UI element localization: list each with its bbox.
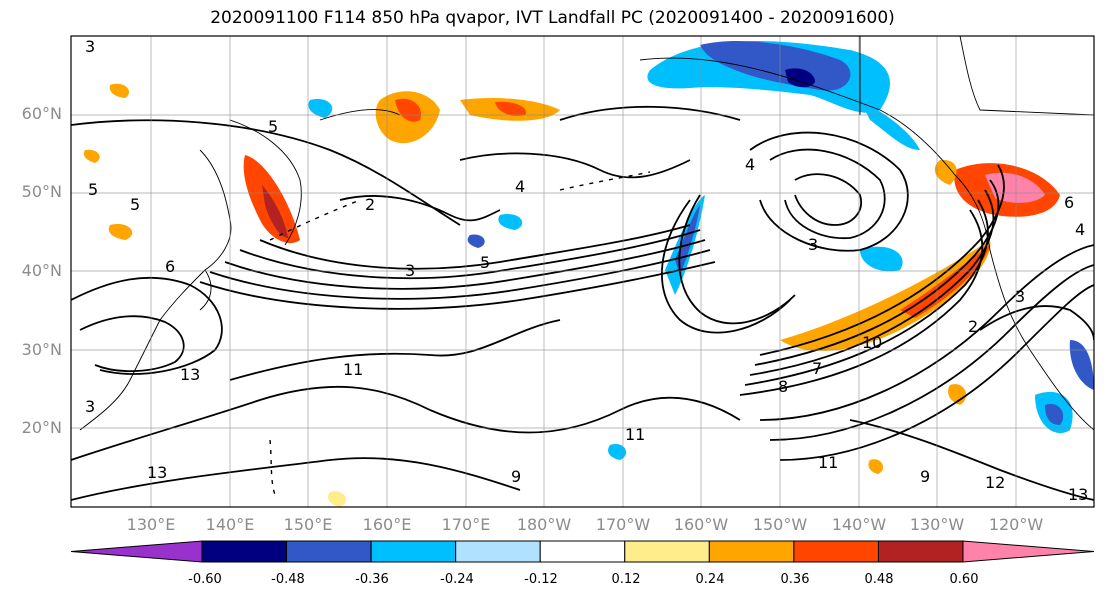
contour-label: 9 [920, 467, 930, 486]
contour-label: 3 [1015, 287, 1025, 306]
lon-tick-label: 130°E [126, 515, 176, 534]
contour-label: 13 [180, 365, 200, 384]
lon-tick-label: 140°W [831, 515, 887, 534]
colorbar-segment [539, 540, 626, 563]
lon-tick-label: 180°W [516, 515, 572, 534]
map-panel: 3 5 4 2 4 3 5 6 3 3 5 2 6 8 7 10 11 13 1… [71, 36, 1094, 507]
contour-label: 9 [511, 467, 521, 486]
colorbar-extension-low [70, 540, 203, 563]
lon-tick-label: 160°E [362, 515, 412, 534]
contour-label: 5 [480, 253, 490, 272]
colorbar-segment [201, 540, 288, 563]
map-frame [70, 35, 1095, 508]
colorbar-tick-label: 0.48 [864, 572, 894, 587]
contour-labels: 3 5 4 2 4 3 5 6 3 3 5 2 6 8 7 10 11 13 1… [85, 37, 1088, 504]
contour-label: 5 [268, 117, 278, 136]
contour-label: 3 [85, 397, 95, 416]
contour-label: 5 [130, 195, 140, 214]
contour-label: 4 [745, 155, 755, 174]
lon-tick-label: 160°W [673, 515, 729, 534]
contour-label: 11 [625, 425, 645, 444]
colorbar-tick-label: -0.60 [188, 572, 222, 587]
contour-label: 3 [85, 37, 95, 56]
contour-label: 8 [778, 377, 788, 396]
contour-label: 13 [1068, 485, 1088, 504]
contour-label: 4 [1075, 220, 1085, 239]
colorbar-tick-label: -0.12 [524, 572, 558, 587]
contour-label: 6 [1064, 193, 1074, 212]
colorbar-tick-label: -0.36 [355, 572, 389, 587]
gridlines [71, 36, 1094, 507]
colorbar-extension-high [962, 540, 1095, 563]
lat-tick-label: 30°N [21, 340, 62, 359]
figure-title: 2020091100 F114 850 hPa qvapor, IVT Land… [210, 8, 895, 28]
colorbar-segment [708, 540, 795, 563]
contour-label: 10 [862, 333, 882, 352]
colorbar-tick-label: 0.24 [695, 572, 725, 587]
colorbar-tick-label: -0.24 [440, 572, 474, 587]
contour-label: 6 [165, 257, 175, 276]
lon-tick-label: 150°W [752, 515, 808, 534]
colorbar-segment [286, 540, 372, 563]
colorbar-segment [624, 540, 710, 563]
ivt-contours [71, 105, 1094, 501]
lon-tick-label: 140°E [205, 515, 255, 534]
contour-label: 2 [968, 317, 978, 336]
lat-tick-label: 40°N [21, 261, 62, 280]
colorbar-tick-label: 0.12 [611, 572, 641, 587]
lat-tick-label: 60°N [21, 104, 62, 123]
contour-label: 12 [985, 473, 1005, 492]
colorbar-segment [370, 540, 457, 563]
contour-label: 2 [365, 195, 375, 214]
contour-label: 13 [147, 463, 167, 482]
colorbar-segment [455, 540, 541, 563]
contour-label: 7 [812, 359, 822, 378]
contour-label: 11 [818, 453, 838, 472]
colorbar-segment [793, 540, 879, 563]
colorbar-tick-label: 0.36 [780, 572, 810, 587]
lat-tick-label: 50°N [21, 182, 62, 201]
colorbar-tick-label: 0.60 [949, 572, 979, 587]
colorbar-tick-label: -0.48 [271, 572, 305, 587]
colorbar-segment [877, 540, 964, 563]
dash-contours [269, 171, 651, 496]
contour-label: 4 [515, 177, 525, 196]
colorbar [70, 540, 1095, 563]
lon-tick-label: 150°E [283, 515, 333, 534]
contour-label: 11 [343, 360, 363, 379]
coastlines [79, 36, 1094, 431]
contour-label: 3 [405, 261, 415, 280]
lon-tick-label: 170°E [441, 515, 491, 534]
lat-tick-label: 20°N [21, 418, 62, 437]
contour-label: 5 [88, 180, 98, 199]
lon-tick-label: 130°W [909, 515, 965, 534]
contour-label: 3 [808, 235, 818, 254]
lon-tick-label: 170°W [595, 515, 651, 534]
lon-tick-label: 120°W [988, 515, 1044, 534]
